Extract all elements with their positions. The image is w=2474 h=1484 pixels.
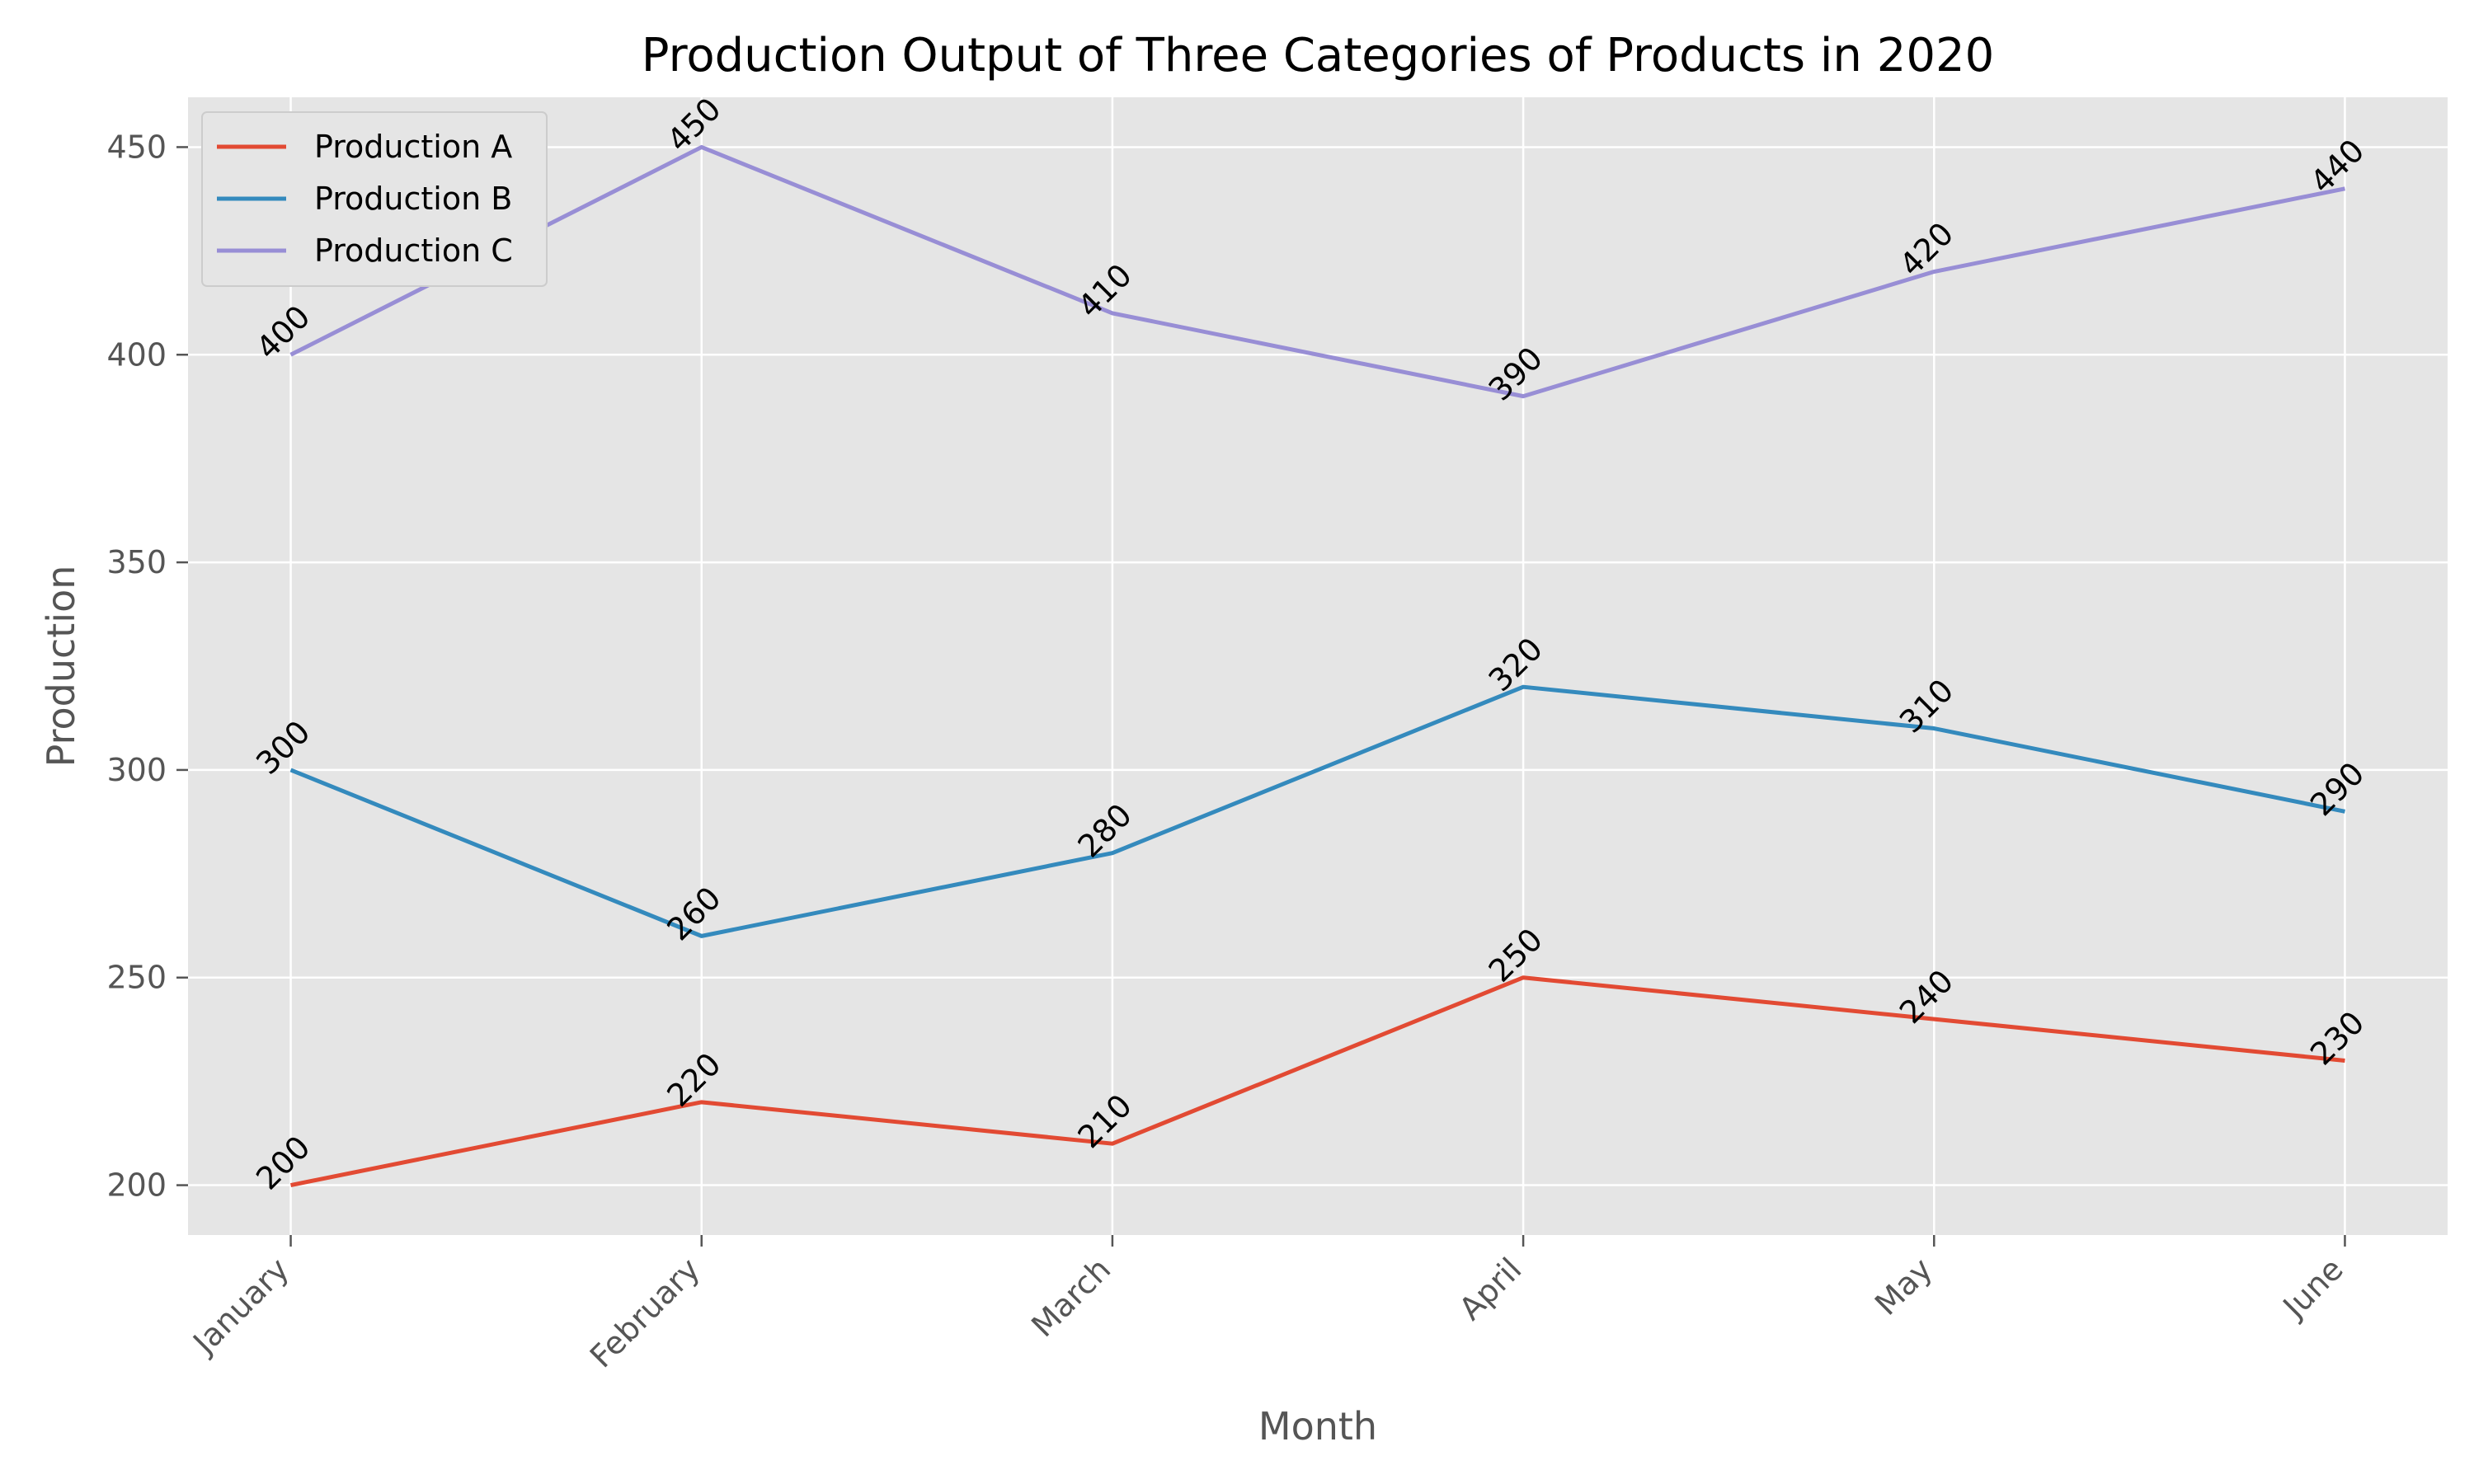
y-axis-label: Production bbox=[39, 566, 83, 768]
y-tick-label: 250 bbox=[106, 960, 167, 996]
series-line bbox=[290, 975, 2345, 1188]
chart-title: Production Output of Three Categories of… bbox=[642, 29, 1994, 82]
legend-label: Production C bbox=[314, 232, 513, 269]
grid bbox=[188, 97, 2448, 1235]
y-tick-label: 300 bbox=[106, 752, 167, 788]
legend-label: Production A bbox=[314, 129, 512, 165]
y-tick-label: 350 bbox=[106, 544, 167, 580]
series-lines bbox=[289, 144, 2345, 1188]
series-line bbox=[289, 144, 2345, 399]
x-axis-label: Month bbox=[1258, 1404, 1377, 1449]
series-line bbox=[289, 684, 2345, 938]
legend-box bbox=[201, 111, 548, 287]
legend: Production A Production B Production C bbox=[201, 111, 548, 287]
y-tick-label: 400 bbox=[106, 336, 167, 373]
y-tick-label: 450 bbox=[106, 129, 167, 165]
plot-area bbox=[188, 97, 2448, 1235]
legend-label: Production B bbox=[314, 181, 512, 217]
y-tick-label: 200 bbox=[106, 1167, 167, 1204]
